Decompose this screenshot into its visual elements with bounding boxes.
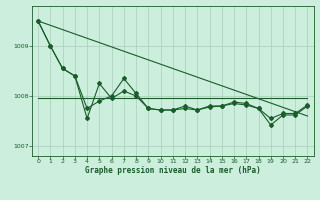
X-axis label: Graphe pression niveau de la mer (hPa): Graphe pression niveau de la mer (hPa)	[85, 166, 261, 175]
